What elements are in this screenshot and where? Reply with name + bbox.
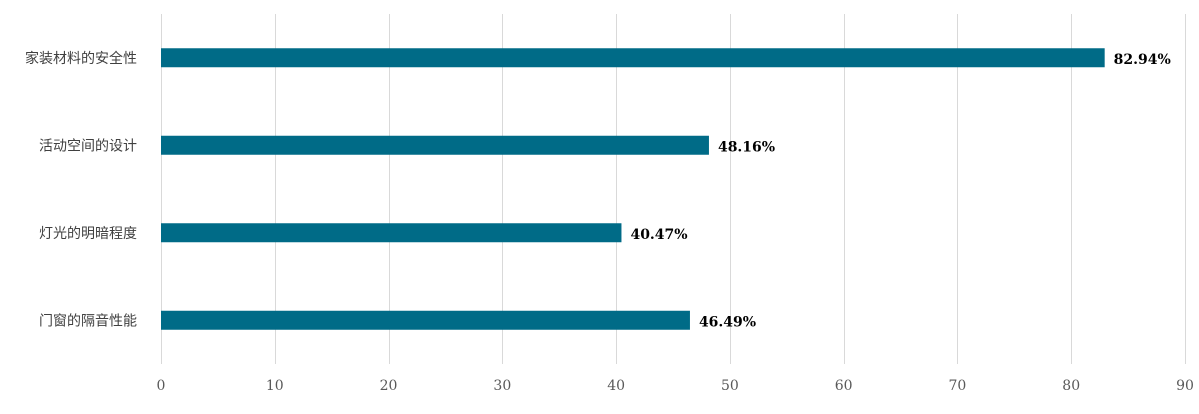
bar bbox=[161, 310, 690, 330]
data-label: 40.47% bbox=[630, 227, 687, 243]
bar bbox=[161, 48, 1105, 68]
data-label: 48.16% bbox=[718, 139, 775, 155]
x-tick-label: 50 bbox=[721, 378, 739, 394]
x-tick-label: 0 bbox=[157, 378, 166, 394]
x-tick-label: 20 bbox=[380, 378, 398, 394]
x-tick-label: 80 bbox=[1062, 378, 1080, 394]
bars bbox=[161, 48, 1105, 330]
category-label: 门窗的隔音性能 bbox=[39, 312, 137, 329]
gridlines bbox=[161, 14, 1186, 364]
data-label: 82.94% bbox=[1114, 52, 1171, 68]
data-label: 46.49% bbox=[699, 314, 756, 330]
data-labels: 82.94% 48.16% 40.47% 46.49% bbox=[630, 52, 1170, 331]
category-label: 活动空间的设计 bbox=[39, 138, 137, 154]
bar bbox=[161, 135, 709, 155]
x-tick-label: 30 bbox=[493, 378, 511, 394]
category-label: 灯光的明暗程度 bbox=[39, 226, 137, 242]
x-tick-label: 10 bbox=[266, 378, 284, 394]
x-tick-label: 70 bbox=[949, 378, 967, 394]
x-tick-label: 40 bbox=[607, 378, 625, 394]
x-tick-label: 90 bbox=[1176, 378, 1194, 394]
category-label: 家装材料的安全性 bbox=[25, 50, 137, 67]
x-tick-label: 60 bbox=[835, 378, 853, 394]
bar bbox=[161, 223, 622, 243]
x-axis-labels: 0 10 20 30 40 50 60 70 80 90 bbox=[157, 378, 1194, 394]
